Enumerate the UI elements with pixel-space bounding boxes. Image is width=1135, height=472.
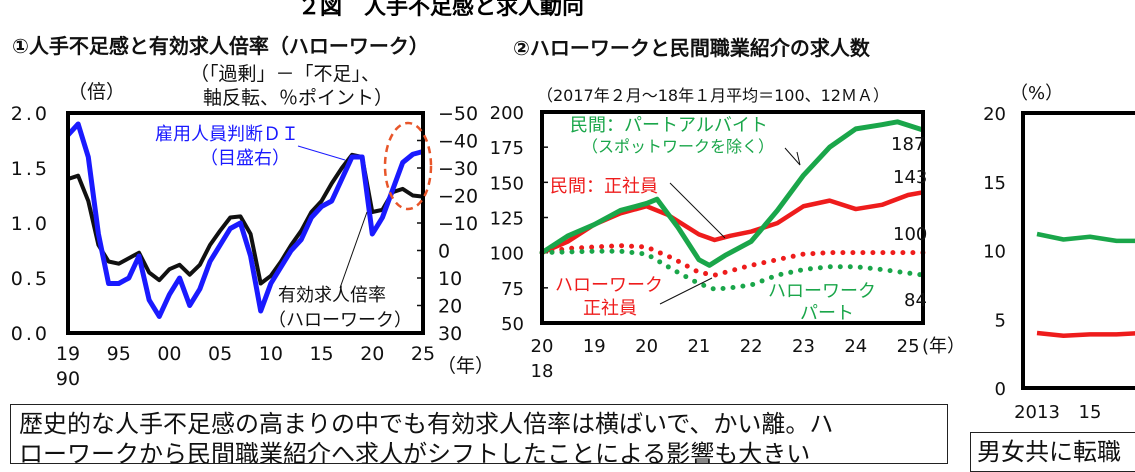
caption-right: 男女共に転職 [977,438,1121,466]
end-label-hw-regular: 100 [893,224,927,245]
series-line-1 [1036,231,1135,244]
y-tick-label: 175 [490,138,524,159]
y-tick-label: 15 [983,173,1006,194]
y2-tick-label: −30 [438,158,478,180]
end-label-private-part: 187 [891,134,925,155]
y-tick-label: 0 [995,379,1006,400]
x-tick-label: 20 [635,336,658,357]
caption-box: 歴史的な人手不足感の高まりの中でも有効求人倍率は横ばいで、かい離。ハ ローワーク… [10,404,948,464]
y-tick-label: 0.5 [11,268,50,290]
label-hw-part-1: ハローワーク [768,281,876,302]
y2-tick-label: 0 [438,241,450,263]
series-line-2 [1036,330,1135,338]
y-tick-label: 1.0 [11,213,50,235]
y-tick-label: 100 [490,244,524,265]
y2-tick-label: −40 [438,131,478,153]
private-regular-arrow [669,182,726,239]
end-label-hw-part: 84 [904,290,927,311]
panel2-note: （2017年２月～18年１月平均＝100、12ＭＡ） [537,86,889,105]
figure: ２図 人手不足感と求人動向 ①人手不足感と有効求人倍率（ハローワーク） ②ハロー… [11,0,1135,423]
panel1-right-unit-1: （「過剰」－「不足」、 [190,63,380,85]
y2-tick-label: 20 [438,296,462,318]
x-tick-label: 15 [1079,402,1102,423]
di-label-2: （目盛右） [200,148,290,169]
x-tick-label: 95 [107,343,131,365]
y-tick-label: 20 [983,104,1006,125]
y2-tick-label: −20 [438,186,478,208]
y2-tick-label: −50 [438,103,478,125]
y-tick-label: 5 [995,310,1006,331]
x-tick-label: 25 [897,336,920,357]
x-tick-label: 05 [208,343,232,365]
y2-tick-label: 10 [438,268,462,290]
y-tick-label: 0.0 [11,323,50,345]
panel1-year-unit: （年） [437,355,494,377]
figure-title: ２図 人手不足感と求人動向 [298,0,584,20]
label-hw-regular-1: ハローワーク [555,275,663,296]
private-part-arrow [784,147,801,166]
panel1-left-unit: （倍） [68,81,125,103]
y-tick-label: 75 [501,279,524,300]
x-tick-label: 22 [740,336,763,357]
label-hw-regular-2: 正社員 [583,298,637,319]
series-line-2 [540,119,925,268]
panel2-title: ②ハローワークと民間職業紹介の求人数 [513,36,871,60]
series-line-3 [539,243,927,278]
x-tick-label: 10 [259,343,283,365]
label-private-part-1: 民間：パートアルバイト [570,115,768,136]
di-label-1: 雇用人員判断ＤＩ [155,124,299,145]
x-tick-label: 19 [583,336,606,357]
panel3-unit: （%） [1010,83,1063,104]
x-tick-label: 24 [844,336,867,357]
y-tick-label: 2.0 [11,103,50,125]
label-private-regular: 民間：正社員 [550,176,658,197]
plot-frame [66,111,425,335]
y2-tick-label: −10 [438,213,478,235]
x-tick-label: 20 [360,343,384,365]
y-tick-label: 1.5 [11,158,50,180]
x-tick-label: 18 [531,361,554,382]
y-tick-label: 150 [490,173,524,194]
plot-frame [540,110,925,325]
hw-regular-arrow [659,277,713,305]
di-arrow [297,145,346,161]
panel1-title: ①人手不足感と有効求人倍率（ハローワーク） [12,34,429,58]
y-tick-label: 125 [490,209,524,230]
x-tick-label: 15 [309,343,333,365]
highlight-ellipse [383,121,433,211]
di-series-line [66,121,424,319]
caption-line-2: ローワークから民間職業紹介へ求人がシフトしたことによる影響も大きい [19,440,811,464]
x-tick-label: 2013 [1014,402,1060,423]
ratio-label-1: 有効求人倍率 [278,285,386,306]
ratio-label-2: （ハローワーク） [268,310,412,331]
caption-line-1: 歴史的な人手不足感の高まりの中でも有効求人倍率は横ばいで、かい離。ハ [19,410,834,438]
panel1-right-unit-2: 軸反転、％ポイント） [203,87,393,109]
y-tick-label: 50 [501,314,524,335]
y-tick-label: 200 [490,103,524,124]
x-tick-label: 23 [792,336,815,357]
label-private-part-2: （スポットワークを除く） [582,137,774,156]
panel2-year-unit: (年） [922,336,965,357]
x-tick-label: 21 [687,336,710,357]
x-tick-label: 00 [157,343,181,365]
plot-frame [1021,111,1135,390]
caption-right-box: 男女共に転職 [970,432,1135,472]
x-tick-label: 20 [531,336,554,357]
end-label-private-regular: 143 [893,167,927,188]
x-tick-label: 25 [411,343,435,365]
label-hw-part-2: パート [800,303,854,324]
ratio-arrow [339,211,368,289]
y2-tick-label: 30 [438,323,462,345]
x-tick-label: 19 [56,343,80,365]
y-tick-label: 10 [983,242,1006,263]
x-tick-label: 90 [56,368,80,390]
